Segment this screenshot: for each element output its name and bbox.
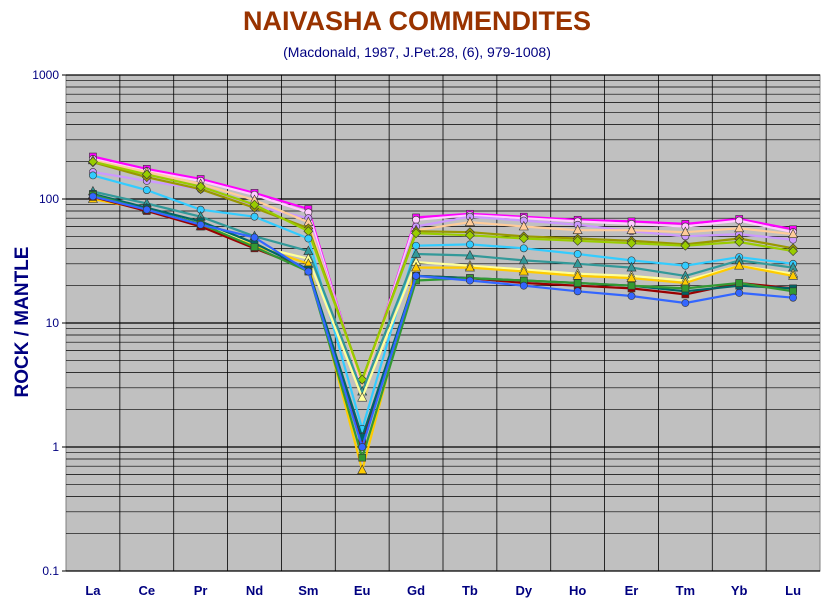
data-point: [412, 215, 420, 224]
data-point: [626, 272, 637, 282]
x-tick-label: Yb: [731, 583, 748, 598]
data-point: [573, 287, 582, 296]
x-tick-label: Ce: [138, 583, 155, 598]
data-point: [250, 212, 259, 221]
data-point: [789, 293, 797, 302]
data-point: [464, 261, 475, 272]
data-point: [518, 220, 529, 231]
data-point: [464, 249, 475, 260]
data-point: [788, 228, 799, 239]
data-point: [734, 237, 745, 247]
data-point: [735, 279, 744, 287]
series-line: [92, 157, 794, 389]
data-point: [89, 192, 97, 201]
data-point: [626, 238, 637, 249]
data-point: [788, 270, 799, 280]
data-point: [142, 205, 151, 214]
data-point: [412, 241, 420, 250]
y-tick-label: 10: [46, 316, 60, 330]
data-point: [88, 156, 98, 167]
data-point: [519, 244, 528, 253]
y-axis-ticks: 0.1 1 10 100 1000: [32, 68, 66, 578]
x-tick-label: Eu: [354, 583, 371, 598]
data-point: [519, 281, 528, 290]
data-point: [627, 281, 636, 290]
data-point: [734, 222, 745, 233]
x-tick-label: Sm: [298, 583, 318, 598]
data-point: [304, 267, 313, 276]
data-point: [412, 271, 420, 280]
series-layer: [87, 152, 799, 474]
data-point: [681, 261, 690, 270]
data-point: [465, 230, 475, 241]
data-point: [681, 284, 690, 293]
data-point: [195, 181, 206, 192]
data-point: [466, 240, 474, 249]
data-point: [357, 464, 368, 474]
data-point: [572, 258, 583, 268]
data-point: [89, 171, 97, 180]
series-line: [92, 195, 794, 449]
y-tick-label: 1: [52, 440, 59, 454]
x-tick-label: La: [85, 583, 101, 598]
data-point: [518, 265, 529, 276]
data-point: [464, 216, 475, 226]
data-point: [358, 443, 367, 451]
series-14: [89, 192, 797, 451]
data-point: [250, 233, 259, 242]
data-point: [680, 240, 691, 251]
chart-subtitle: (Macdonald, 1987, J.Pet.28, (6), 979-100…: [283, 44, 551, 60]
series-line: [92, 174, 794, 430]
y-tick-label: 100: [39, 192, 59, 206]
data-point: [250, 243, 259, 251]
data-point: [573, 250, 582, 258]
data-point: [681, 299, 690, 307]
x-tick-label: Tm: [676, 583, 696, 598]
series-line: [92, 160, 794, 381]
data-point: [142, 186, 151, 194]
series-6: [88, 156, 798, 385]
data-point: [680, 226, 691, 236]
data-point: [358, 453, 367, 462]
x-tick-label: Lu: [785, 583, 801, 598]
data-point: [518, 254, 529, 265]
x-tick-label: Dy: [515, 583, 532, 598]
data-point: [735, 288, 744, 297]
series-line: [92, 161, 794, 381]
data-point: [141, 169, 152, 180]
x-tick-label: Er: [625, 583, 639, 598]
x-tick-label: Gd: [407, 583, 425, 598]
data-point: [304, 234, 313, 243]
x-tick-label: Tb: [462, 583, 478, 598]
x-tick-label: Nd: [246, 583, 263, 598]
x-tick-label: Ho: [569, 583, 586, 598]
data-point: [357, 374, 368, 385]
data-point: [627, 292, 636, 300]
data-point: [357, 392, 368, 402]
data-point: [572, 235, 583, 246]
data-point: [249, 199, 260, 210]
series-line: [92, 190, 794, 393]
data-point: [196, 220, 205, 229]
data-point: [466, 276, 474, 285]
gridlines: [66, 74, 820, 572]
data-point: [734, 260, 745, 270]
series-line: [92, 155, 794, 389]
chart-title: NAIVASHA COMMENDITES: [242, 6, 591, 36]
y-tick-label: 1000: [32, 68, 59, 82]
data-point: [788, 246, 798, 257]
x-tick-label: Pr: [194, 583, 208, 598]
data-point: [411, 261, 422, 272]
series-line: [92, 192, 794, 439]
series-line: [92, 159, 794, 386]
data-point: [518, 233, 529, 244]
data-point: [626, 224, 637, 235]
data-point: [411, 228, 421, 239]
x-axis-ticks: La Ce Pr Nd Sm Eu Gd Tb Dy Ho Er Tm Yb Lu: [85, 583, 801, 598]
y-tick-label: 0.1: [42, 564, 59, 578]
data-point: [573, 279, 582, 287]
